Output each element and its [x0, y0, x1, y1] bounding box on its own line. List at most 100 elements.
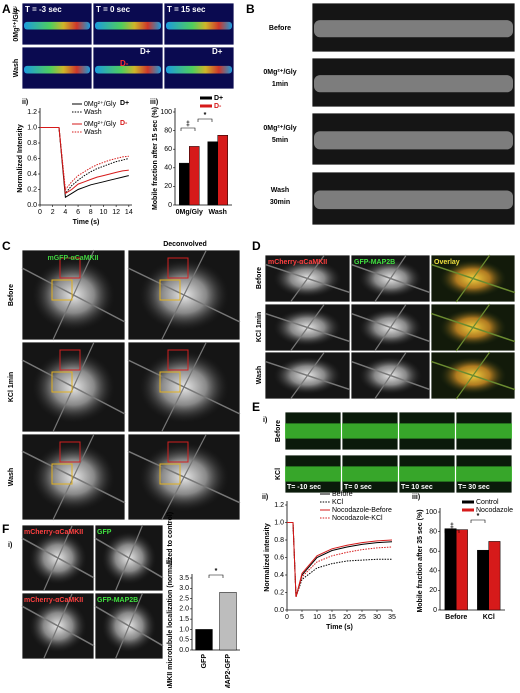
- y-tick-label: 1.0: [27, 124, 37, 131]
- legend-swatch: [200, 104, 212, 108]
- y-tick-label: 0.2: [274, 589, 284, 596]
- significance-bracket: [444, 529, 460, 533]
- data-line: [287, 522, 392, 598]
- legend-label: Control: [476, 499, 499, 506]
- dendrite: [314, 190, 513, 210]
- legend-group: D+: [120, 100, 129, 107]
- subpanel-label: iii): [150, 99, 158, 106]
- y-tick-label: 0.8: [274, 537, 284, 544]
- y-tick-label: 80: [429, 528, 437, 535]
- inset-box: [51, 463, 73, 485]
- legend-label: 0Mg²⁺/Gly: [84, 121, 117, 128]
- data-line: [40, 127, 129, 195]
- inset-box: [51, 279, 73, 301]
- x-tick-label: Before: [445, 614, 467, 621]
- y-tick-label: 0.0: [179, 647, 189, 654]
- label: KCl 1min: [256, 312, 263, 342]
- y-tick-label: 0: [433, 607, 437, 614]
- x-axis-label: Time (s): [73, 219, 100, 226]
- y-tick-label: 0.8: [27, 140, 37, 147]
- dendrite: [285, 423, 341, 439]
- dendrite: [342, 466, 398, 482]
- x-tick-label: 15: [328, 614, 336, 621]
- label: mCherry-αCaMKII: [268, 259, 327, 266]
- y-tick-label: 0.2: [27, 186, 37, 193]
- legend-label: Wash: [84, 109, 102, 116]
- dendrite: [399, 466, 455, 482]
- label: Before: [269, 25, 291, 32]
- bar: [477, 549, 489, 611]
- significance-bracket: [208, 574, 224, 578]
- x-tick-label: 35: [388, 614, 396, 621]
- x-tick-label: GFP: [201, 654, 208, 669]
- y-tick-label: 0.5: [179, 637, 189, 644]
- significance-bracket: [197, 118, 213, 122]
- y-tick-label: 3.5: [179, 575, 189, 582]
- inset-box: [159, 371, 181, 393]
- legend-swatch: [462, 500, 474, 504]
- inset-box: [51, 371, 73, 393]
- label: Deconvolved: [163, 241, 207, 248]
- inset-box: [167, 257, 189, 279]
- neurite: [52, 341, 95, 433]
- inset-box: [59, 441, 81, 463]
- significance-bracket: [470, 519, 486, 523]
- label: Wash: [13, 59, 20, 77]
- label: GFP-MAP2B: [354, 259, 395, 266]
- label: 0Mg²⁺/Gly: [263, 125, 296, 132]
- neurite: [290, 254, 325, 303]
- y-tick-label: 0.0: [274, 607, 284, 614]
- y-axis-label: Basal CaMKII microtubule localization (n…: [167, 512, 174, 688]
- x-tick-label: 25: [358, 614, 366, 621]
- x-tick-label: 0Mg/Gly: [176, 209, 203, 216]
- legend-label: Nocodazole-KCl: [332, 515, 383, 522]
- dendrite: [399, 423, 455, 439]
- neurite: [52, 433, 95, 521]
- label: Before: [256, 267, 263, 289]
- annotation: *: [215, 568, 218, 575]
- y-tick-label: 1.0: [179, 626, 189, 633]
- x-tick-label: 10: [100, 209, 108, 216]
- legend-swatch: [462, 508, 474, 512]
- label: 30min: [270, 199, 290, 206]
- subpanel-label: i): [8, 542, 12, 549]
- subpanel-label: i): [263, 417, 267, 424]
- y-axis-label: Mobile fraction after 15 sec (%): [152, 107, 159, 210]
- legend-label: D-: [214, 103, 222, 110]
- label: T = -3 sec: [25, 5, 62, 14]
- y-tick-label: 20: [429, 587, 437, 594]
- x-tick-label: 2: [51, 209, 55, 216]
- x-tick-label: 14: [125, 209, 133, 216]
- label: GFP-MAP2B: [97, 597, 138, 604]
- label: Before: [275, 420, 282, 442]
- y-tick-label: 40: [429, 568, 437, 575]
- data-line: [40, 127, 129, 195]
- y-tick-label: 20: [164, 183, 172, 190]
- dendrite: [166, 65, 232, 74]
- x-tick-label: 10: [313, 614, 321, 621]
- y-tick-label: 0.4: [27, 171, 37, 178]
- label: T= 30 sec: [458, 484, 490, 491]
- label: T= -10 sec: [287, 484, 321, 491]
- x-tick-label: Wash: [209, 209, 227, 216]
- x-tick-label: 5: [300, 614, 304, 621]
- label: GFP: [97, 529, 112, 536]
- dendrite: [342, 423, 398, 439]
- x-tick-label: 0: [38, 209, 42, 216]
- annotation: *: [477, 513, 480, 520]
- neurite: [43, 524, 73, 592]
- annotation: *: [204, 112, 207, 119]
- x-tick-label: 6: [76, 209, 80, 216]
- dendrite: [314, 75, 513, 93]
- label: 0Mg²⁺/Gly: [263, 69, 296, 76]
- bar: [189, 146, 200, 206]
- label: 1min: [272, 81, 288, 88]
- neurite: [161, 249, 207, 341]
- neurite: [374, 303, 407, 352]
- y-tick-label: 0.6: [274, 554, 284, 561]
- y-tick-label: 1.5: [179, 616, 189, 623]
- bar: [219, 592, 237, 651]
- bar: [488, 541, 501, 611]
- x-tick-label: 8: [89, 209, 93, 216]
- legend-label: Wash: [84, 129, 102, 136]
